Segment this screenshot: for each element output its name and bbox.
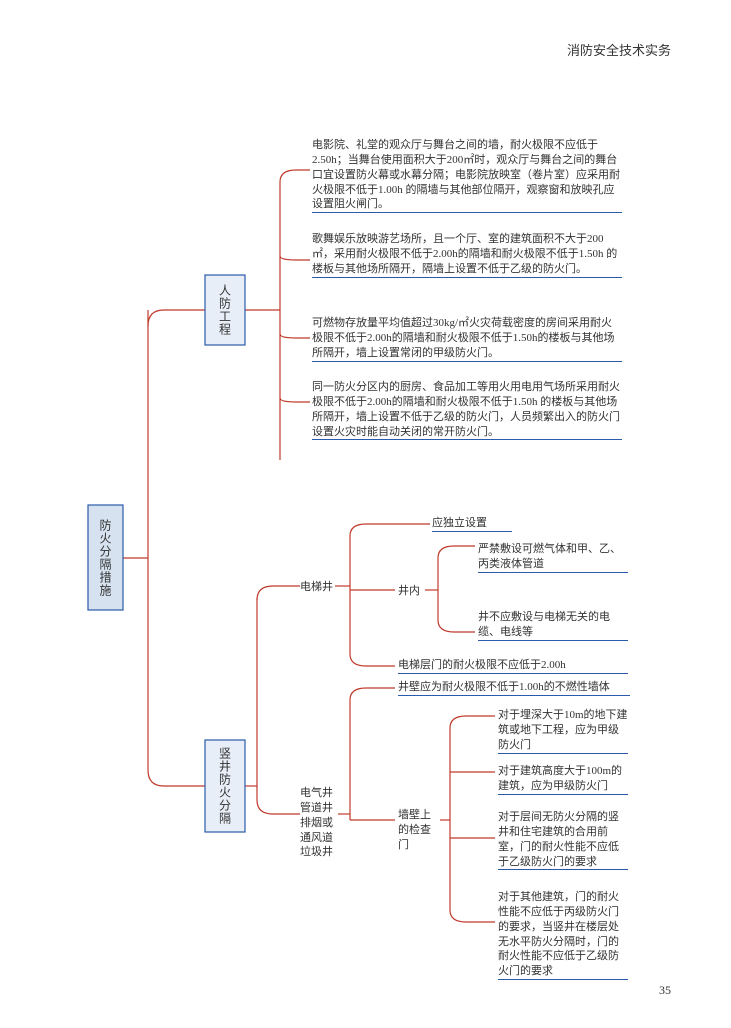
leaf-e4: 电梯层门的耐火极限不应低于2.00h bbox=[398, 658, 628, 674]
shujing-label: 竖井防火分隔 bbox=[217, 747, 234, 825]
node-shujing: 竖井防火分隔 bbox=[205, 740, 245, 832]
leaf-p1: 电影院、礼堂的观众厅与舞台之间的墙，耐火极限不应低于2.50h；当舞台使用面积大… bbox=[312, 138, 622, 213]
root-label: 防火分隔措施 bbox=[97, 519, 114, 597]
page-header: 消防安全技术实务 bbox=[567, 40, 671, 59]
node-jianchaomen: 墙壁上的检查门 bbox=[398, 808, 440, 853]
leaf-p4: 同一防火分区内的厨房、食品加工等用火用电用气场所采用耐火极限不低于2.00h的隔… bbox=[312, 380, 622, 440]
page-number: 35 bbox=[659, 983, 671, 998]
leaf-p2: 歌舞娱乐放映游艺场所，且一个厅、室的建筑面积不大于200㎡，采用耐火极限不低于2… bbox=[312, 232, 622, 278]
node-diantijing: 电梯井 bbox=[300, 580, 333, 595]
node-dianqi: 电气井管道井排烟或通风道垃圾井 bbox=[300, 786, 338, 860]
root-box: 防火分隔措施 bbox=[88, 505, 123, 610]
leaf-e1: 应独立设置 bbox=[432, 516, 512, 532]
leaf-e2: 严禁敷设可燃气体和甲、乙、丙类液体管道 bbox=[478, 542, 628, 573]
leaf-q1: 井壁应为耐火极限不低于1.00h的不燃性墙体 bbox=[398, 680, 630, 696]
leaf-q4: 对于层间无防火分隔的竖井和住宅建筑的合用前室，门的耐火性能不应低于乙级防火门的要… bbox=[498, 810, 628, 870]
leaf-q2: 对于埋深大于10m的地下建筑或地下工程，应为甲级防火门 bbox=[498, 708, 628, 754]
node-renfang: 人防工程 bbox=[205, 275, 245, 345]
leaf-q5: 对于其他建筑，门的耐火性能不应低于丙级防火门的要求，当竖井在楼层处无水平防火分隔… bbox=[498, 890, 628, 980]
node-jingnei: 井内 bbox=[398, 584, 420, 599]
leaf-q3: 对于建筑高度大于100m的建筑，应为甲级防火门 bbox=[498, 764, 628, 795]
renfang-label: 人防工程 bbox=[217, 284, 234, 336]
leaf-p3: 可燃物存放量平均值超过30kg/㎡火灾荷载密度的房间采用耐火极限不低于2.00h… bbox=[312, 316, 622, 362]
leaf-e3: 井不应敷设与电梯无关的电缆、电线等 bbox=[478, 610, 628, 641]
